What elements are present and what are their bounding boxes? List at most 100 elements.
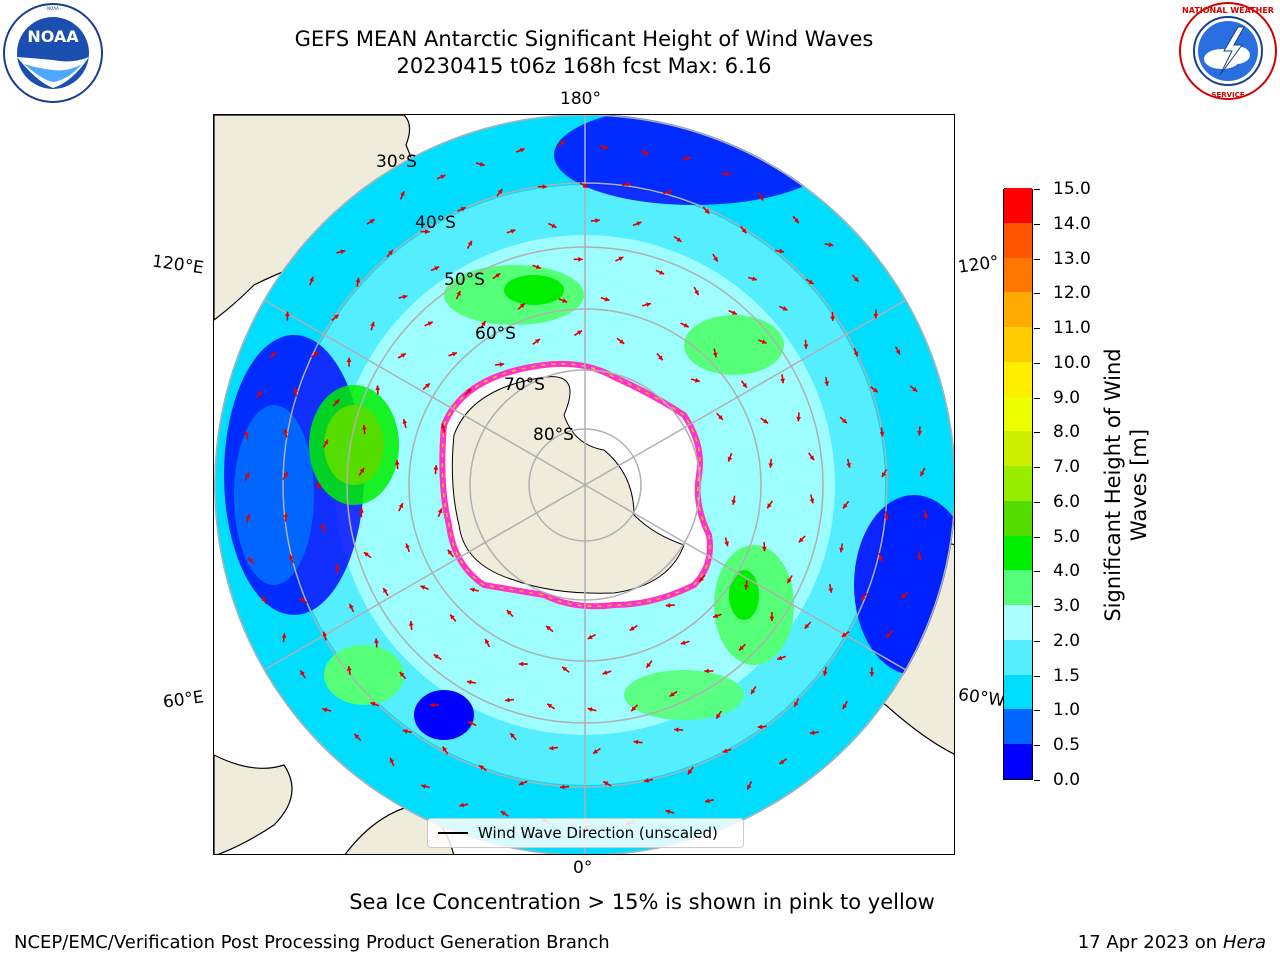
wave-arrow-head <box>757 724 763 730</box>
wave-arrow-head <box>779 759 785 765</box>
wave-arrow-head <box>843 503 848 509</box>
colorbar-tick <box>1034 467 1040 469</box>
wave-arrow-head <box>731 499 737 505</box>
wave-arrow-head <box>676 237 682 242</box>
wave-arrow-head <box>872 387 878 393</box>
wave-arrow-head <box>725 171 731 177</box>
wave-arrow-head <box>257 390 262 396</box>
wave-arrow-head <box>283 471 288 477</box>
wave-arrow-head <box>560 784 565 790</box>
wave-arrow-head <box>846 463 851 468</box>
wave-arrow-head <box>346 357 352 362</box>
wave-arrow-head <box>803 344 809 349</box>
wave-arrow-head <box>751 689 756 695</box>
wave-arrow-head <box>285 311 290 316</box>
wave-arrow-head <box>824 381 829 386</box>
footer-date-text: 17 Apr 2023 on <box>1077 932 1223 953</box>
colorbar-tick-label: 15.0 <box>1053 179 1091 199</box>
colorbar-tick <box>1034 397 1040 399</box>
wave-arrow-head <box>283 428 289 434</box>
colorbar-tick <box>1034 328 1040 330</box>
wave-arrow-head <box>694 290 699 296</box>
wave-arrow-head <box>479 161 485 167</box>
wave-arrow-head <box>437 508 443 514</box>
colorbar-tick-label: 9.0 <box>1053 387 1081 408</box>
wave-arrow-head <box>354 734 360 739</box>
colorbar-tick <box>1034 606 1040 608</box>
wave-arrow-head <box>388 250 393 255</box>
wind-wave-arrows <box>244 140 928 830</box>
wave-arrow-head <box>882 472 887 478</box>
wave-arrow-head <box>798 537 804 543</box>
sea-ice-note: Sea Ice Concentration > 15% is shown in … <box>349 890 935 914</box>
colorbar-tick-label: 5.0 <box>1053 526 1081 547</box>
wave-arrow-head <box>460 207 466 212</box>
wave-arrow-head <box>408 621 414 626</box>
wave-arrow-head <box>405 543 410 549</box>
wave-arrow-head <box>479 765 485 770</box>
wave-arrow-head <box>434 266 440 271</box>
colorbar-tick-label: 1.0 <box>1053 700 1081 721</box>
wave-arrow-head <box>669 692 675 697</box>
wave-arrow-head <box>841 632 847 637</box>
wave-arrow-head <box>794 218 799 224</box>
colorbar-segment <box>1004 639 1032 675</box>
wave-arrow-head <box>399 671 405 677</box>
wave-arrow-head <box>878 556 883 562</box>
wave-arrow-head <box>420 585 426 590</box>
wave-arrow-head <box>659 270 665 275</box>
wave-arrow-head <box>340 249 346 255</box>
wave-arrow-head <box>450 614 455 620</box>
wave-arrow-head <box>631 706 636 712</box>
wave-arrow-head <box>839 547 844 553</box>
wave-arrow-head <box>787 578 792 584</box>
wave-arrow-head <box>853 276 859 282</box>
wave-arrow-head <box>879 431 885 437</box>
wave-arrow-head <box>646 302 651 307</box>
svg-text:· NOAA ·: · NOAA · <box>45 6 62 11</box>
wave-arrow-head <box>347 666 352 671</box>
colorbar-tick <box>1034 223 1040 225</box>
wave-arrow-head <box>884 515 889 521</box>
wave-arrow-head <box>549 745 554 751</box>
wave-arrow-head <box>459 802 464 808</box>
wave-arrow-head <box>643 150 649 155</box>
wave-arrow-head <box>744 585 749 590</box>
colorbar-label: Significant Height of Wind Waves [m] <box>1101 348 1151 622</box>
wave-arrow-head <box>603 144 608 150</box>
wave-arrow-head <box>626 182 631 187</box>
colorbar-tick-label: 2.0 <box>1053 630 1081 651</box>
colorbar-tick <box>1034 293 1040 295</box>
wave-arrow-head <box>727 456 733 462</box>
wave-arrow-head <box>383 588 388 593</box>
colorbar-tick <box>1034 362 1040 364</box>
colorbar-segment <box>1004 743 1032 779</box>
wave-arrow-head <box>447 549 453 555</box>
wave-arrow-head <box>359 508 364 513</box>
lon-label-upper-right: 120°W <box>956 252 1000 278</box>
wave-arrow-head <box>618 256 624 262</box>
wave-arrow-head <box>466 388 472 394</box>
wave-arrow-head <box>705 798 710 804</box>
colorbar-tick <box>1034 745 1040 747</box>
wave-arrow-head <box>674 727 679 733</box>
wave-arrow-head <box>400 353 406 358</box>
wave-arrow-head <box>739 645 744 651</box>
wave-arrow-head <box>355 277 361 283</box>
wave-arrow-head <box>895 349 900 355</box>
wave-arrow-head <box>686 156 691 161</box>
wave-arrow-head <box>542 184 547 190</box>
wave-arrow-head <box>470 587 475 593</box>
colorbar-segment <box>1004 187 1032 223</box>
wave-arrow-head <box>505 697 510 703</box>
wave-arrow-head <box>506 610 512 615</box>
wave-arrow-head <box>300 670 305 676</box>
wave-arrow-head <box>334 564 340 570</box>
svg-text:NOAA: NOAA <box>27 27 79 46</box>
wave-arrow-head <box>593 749 598 754</box>
colorbar-tick-label: 6.0 <box>1053 491 1081 512</box>
colorbar-segment <box>1004 430 1032 467</box>
wave-arrow-head <box>667 190 673 195</box>
wave-arrow-head <box>546 625 551 631</box>
wave-arrow-head <box>313 351 319 357</box>
